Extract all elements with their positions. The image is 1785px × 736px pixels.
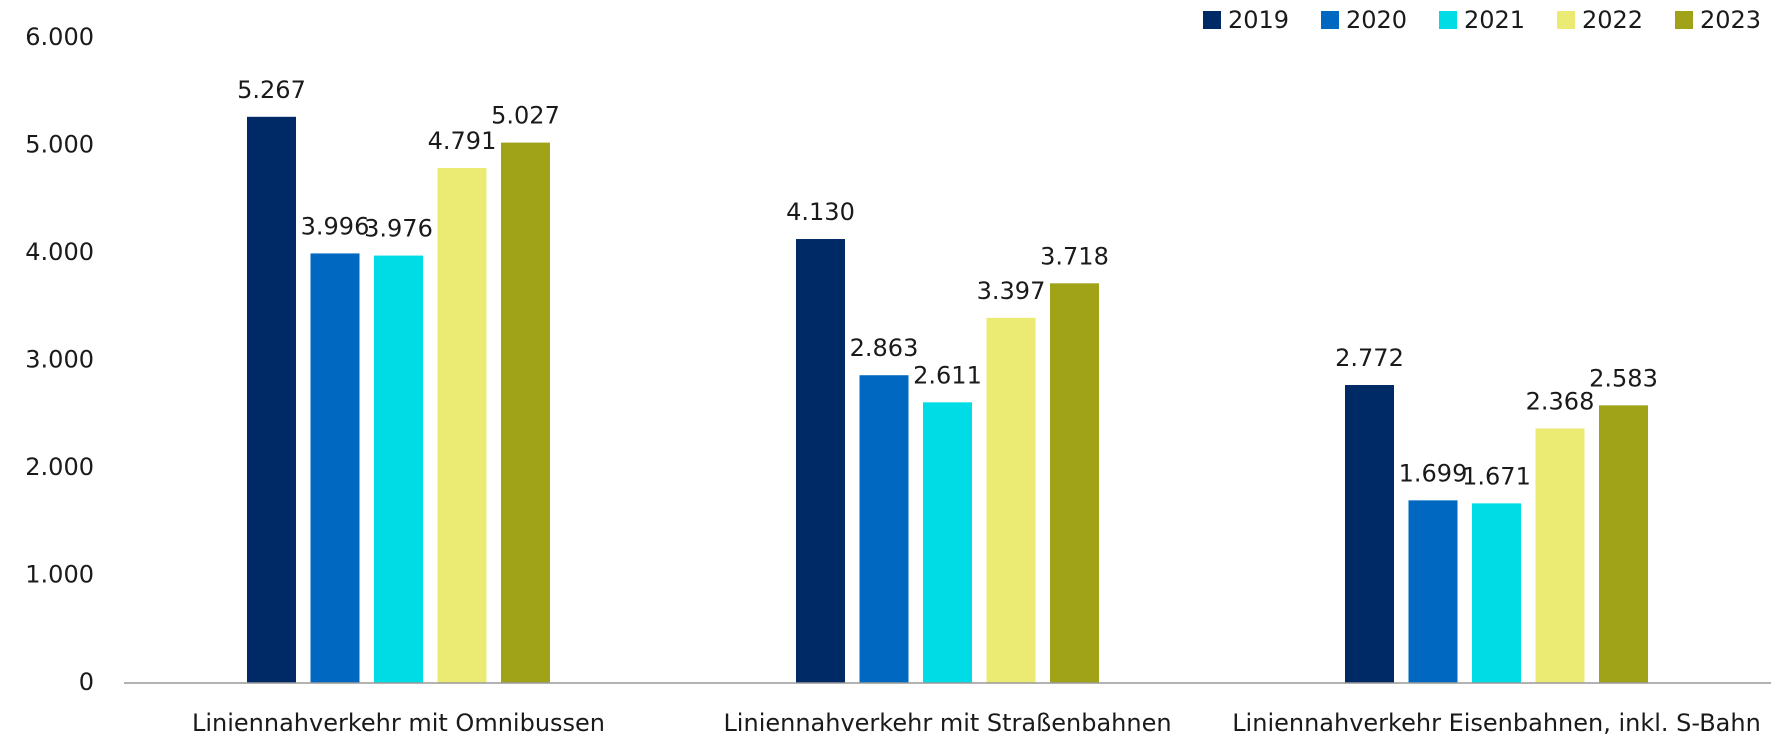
legend-swatch (1675, 11, 1693, 29)
y-tick-label: 5.000 (25, 131, 94, 159)
legend-label: 2022 (1582, 6, 1643, 34)
y-tick-label: 3.000 (25, 346, 94, 374)
bar (1345, 385, 1394, 683)
bar (374, 255, 423, 683)
value-label: 2.611 (913, 361, 982, 389)
bar (501, 142, 550, 683)
value-label: 3.397 (977, 277, 1046, 305)
bar (1408, 500, 1458, 683)
value-label: 3.976 (364, 215, 433, 243)
bar (1472, 503, 1521, 683)
value-label: 1.699 (1399, 459, 1468, 487)
bar (310, 253, 360, 683)
bar (1535, 428, 1585, 683)
y-tick-label: 2.000 (25, 453, 94, 481)
value-label: 2.583 (1589, 364, 1658, 392)
x-tick-label: Liniennahverkehr Eisenbahnen, inkl. S-Ba… (1232, 709, 1761, 736)
y-tick-label: 4.000 (25, 238, 94, 266)
legend-label: 2019 (1228, 6, 1289, 34)
value-label: 4.791 (428, 127, 497, 155)
value-label: 1.671 (1462, 462, 1531, 490)
bar (859, 375, 909, 683)
bar (1050, 283, 1099, 683)
legend-swatch (1439, 11, 1457, 29)
bar (986, 317, 1036, 683)
legend-label: 2021 (1464, 6, 1525, 34)
bar (437, 167, 487, 683)
y-tick-label: 6.000 (25, 23, 94, 51)
legend-label: 2020 (1346, 6, 1407, 34)
value-label: 5.267 (237, 76, 306, 104)
legend-swatch (1321, 11, 1339, 29)
x-tick-label: Liniennahverkehr mit Straßenbahnen (723, 709, 1171, 736)
bar (1599, 405, 1648, 683)
y-tick-label: 0 (79, 668, 94, 696)
value-label: 3.996 (301, 212, 370, 240)
bar (796, 239, 845, 683)
value-label: 3.718 (1040, 242, 1109, 270)
bar (247, 116, 296, 684)
legend-swatch (1557, 11, 1575, 29)
value-label: 5.027 (491, 102, 560, 130)
value-label: 2.863 (850, 334, 919, 362)
legend-swatch (1203, 11, 1221, 29)
value-label: 2.772 (1335, 344, 1404, 372)
x-tick-label: Liniennahverkehr mit Omnibussen (192, 709, 605, 736)
y-tick-label: 1.000 (25, 561, 94, 589)
legend-label: 2023 (1700, 6, 1761, 34)
value-label: 2.368 (1526, 387, 1595, 415)
value-label: 4.130 (786, 198, 855, 226)
bar (923, 402, 972, 683)
